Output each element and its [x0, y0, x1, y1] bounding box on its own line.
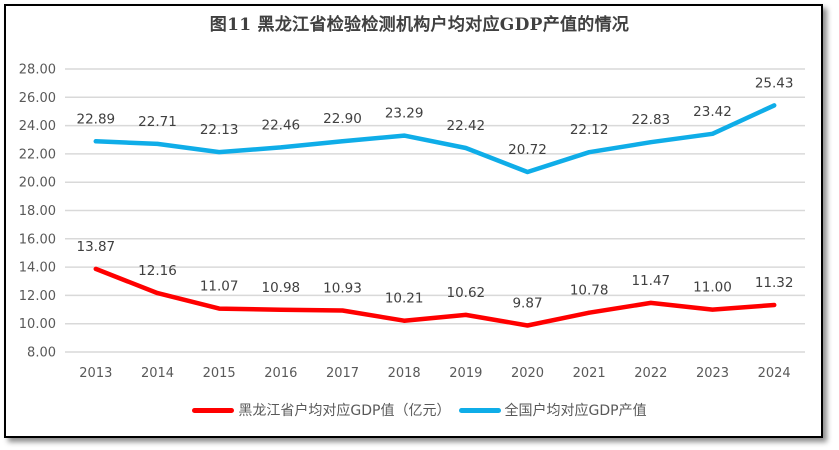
data-point [155, 291, 160, 296]
data-label: 10.78 [570, 283, 609, 299]
x-tick-label: 2018 [388, 366, 421, 381]
data-point [587, 310, 592, 315]
series-line-national [93, 103, 777, 175]
data-label: 22.90 [323, 111, 362, 127]
x-axis-ticks: 2013 2014 2015 2016 2017 2018 2019 2020 2021 2022… [79, 366, 790, 381]
data-label: 9.87 [512, 296, 542, 312]
data-label: 25.43 [755, 75, 794, 91]
data-label: 22.46 [262, 117, 301, 133]
data-label: 11.07 [200, 279, 239, 295]
x-tick-label: 2022 [634, 366, 667, 381]
x-tick-label: 2013 [79, 366, 112, 381]
x-tick-label: 2015 [203, 366, 236, 381]
chart-frame [4, 4, 823, 438]
x-tick-label: 2024 [758, 366, 791, 381]
data-point [155, 141, 160, 146]
data-point [217, 150, 222, 155]
y-tick-label: 18.00 [19, 204, 56, 219]
data-label: 22.89 [77, 111, 116, 127]
x-tick-label: 2023 [696, 366, 729, 381]
data-label: 22.13 [200, 122, 239, 138]
data-point [278, 307, 283, 312]
data-label: 22.42 [447, 118, 486, 134]
x-tick-label: 2017 [326, 366, 359, 381]
legend-label: 黑龙江省户均对应GDP值（亿元） [238, 403, 451, 419]
data-point [402, 318, 407, 323]
data-point [402, 133, 407, 138]
data-label: 10.93 [323, 281, 362, 297]
data-label: 22.83 [632, 112, 671, 128]
data-point [278, 145, 283, 150]
data-label: 10.21 [385, 291, 424, 307]
data-label: 13.87 [77, 239, 116, 255]
y-tick-label: 8.00 [27, 346, 56, 361]
y-tick-label: 14.00 [19, 261, 56, 276]
legend-swatch-red [192, 407, 235, 413]
chart-title: 图11 黑龙江省检验检测机构户均对应GDP产值的情况 [209, 15, 630, 35]
data-label: 22.71 [138, 114, 177, 130]
data-label: 23.29 [385, 106, 424, 122]
data-label: 10.98 [262, 280, 301, 296]
data-point [340, 139, 345, 144]
data-point [587, 150, 592, 155]
data-label: 20.72 [508, 142, 547, 158]
data-point [93, 139, 98, 144]
y-tick-label: 20.00 [19, 176, 56, 191]
y-tick-label: 10.00 [19, 317, 56, 332]
data-label: 11.00 [693, 280, 732, 296]
data-label: 12.16 [138, 263, 177, 279]
series-line-heilongjiang [93, 266, 777, 328]
y-axis-ticks: 8.00 10.00 12.00 14.00 16.00 18.00 20.00 22.00 2… [19, 63, 56, 361]
data-point [93, 266, 98, 271]
y-tick-label: 12.00 [19, 289, 56, 304]
series-lines [93, 103, 777, 328]
legend: 黑龙江省户均对应GDP值（亿元） 全国户均对应GDP产值 [0, 400, 839, 420]
data-point [648, 140, 653, 145]
data-point [772, 103, 777, 108]
data-point [217, 306, 222, 311]
gridlines [65, 68, 805, 353]
legend-label: 全国户均对应GDP产值 [504, 403, 647, 419]
data-point [648, 300, 653, 305]
data-label: 22.12 [570, 122, 609, 138]
data-point [463, 312, 468, 317]
x-tick-label: 2016 [264, 366, 297, 381]
data-point [525, 170, 530, 175]
x-tick-label: 2019 [449, 366, 482, 381]
y-tick-label: 16.00 [19, 232, 56, 247]
data-point [463, 145, 468, 150]
data-point [525, 323, 530, 328]
y-tick-label: 26.00 [19, 91, 56, 106]
data-labels: 13.87 12.16 11.07 10.98 10.93 10.21 10.62 9.87 1… [77, 75, 794, 311]
y-tick-label: 22.00 [19, 147, 56, 162]
data-label: 11.32 [755, 275, 794, 291]
data-label: 11.47 [632, 273, 671, 289]
data-point [710, 307, 715, 312]
data-point [710, 131, 715, 136]
y-tick-label: 24.00 [19, 119, 56, 134]
legend-item-national[interactable]: 全国户均对应GDP产值 [458, 400, 647, 420]
data-point [340, 308, 345, 313]
data-label: 23.42 [693, 104, 732, 120]
x-tick-label: 2014 [141, 366, 174, 381]
x-tick-label: 2020 [511, 366, 544, 381]
data-point [772, 303, 777, 308]
legend-item-heilongjiang[interactable]: 黑龙江省户均对应GDP值（亿元） [192, 400, 451, 420]
legend-swatch-blue [458, 407, 501, 413]
x-tick-label: 2021 [573, 366, 606, 381]
data-label: 10.62 [447, 285, 486, 301]
y-tick-label: 28.00 [19, 63, 56, 78]
